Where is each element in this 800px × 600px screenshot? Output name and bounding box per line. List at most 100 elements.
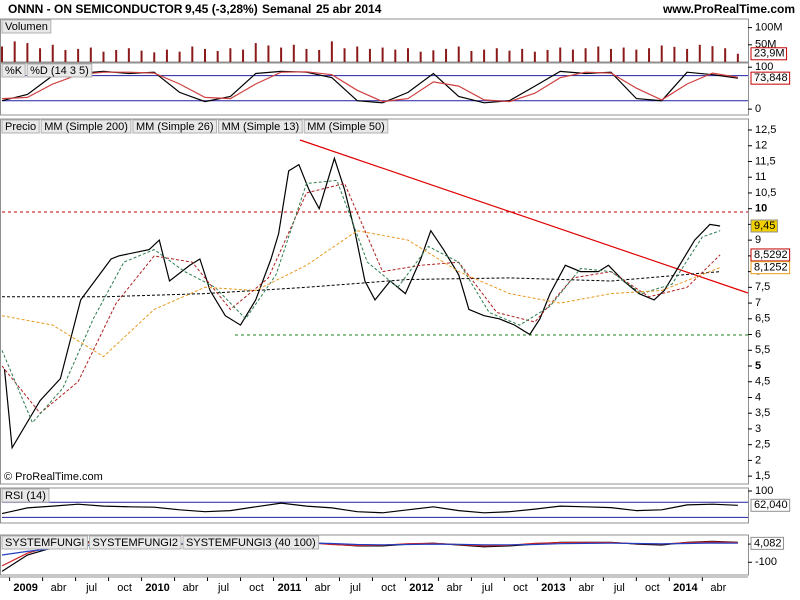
current-value-label: 23,9M [754,48,785,60]
x-tick-label: oct [381,582,396,594]
x-tick-label: abr [51,582,67,594]
x-tick-label: 2014 [673,582,698,594]
change: 9,45 (-3,28%) [185,2,258,16]
volume-bar [343,48,346,62]
series-line [3,156,721,450]
y-tick-label: 7 [755,297,761,309]
volume-bar [229,48,232,62]
y-tick-label: 100 [755,61,773,73]
volume-bar [178,51,181,62]
legend-label: Precio [5,121,36,133]
volume-bar [648,48,651,62]
volume-bar [622,47,625,62]
volume-bar [406,48,409,62]
y-tick-label: 2 [755,454,761,466]
x-tick-label: jul [613,582,625,594]
x-tick-label: abr [315,582,331,594]
x-tick-label: 2009 [13,582,37,594]
legend-box [1,119,40,134]
series-line [2,271,721,298]
volume-bar [242,49,245,62]
y-tick-label: 5 [755,360,761,372]
legend-box [182,535,320,550]
panel-frame [0,534,749,576]
date: 25 abr 2014 [316,2,382,16]
legend-label: %D (14 3 5) [30,65,89,77]
period: Semanal [262,2,311,16]
volume-bar [609,48,612,62]
volume-bar [356,46,359,62]
volume-bar [102,51,105,62]
legend-label: MM (Simple 26) [136,121,214,133]
volume-bar [571,49,574,62]
panel-frame [0,62,749,116]
volume-bar [115,49,118,62]
y-tick-label: 4,5 [755,376,770,388]
x-tick-label: 2013 [541,582,565,594]
y-tick-label: 6,5 [755,313,770,325]
current-value-label: 4,082 [754,537,782,549]
x-tick-label: abr [578,582,594,594]
x-tick-label: abr [183,582,199,594]
volume-bar [635,49,638,62]
volume-bar [216,50,219,62]
x-tick-label: 2012 [409,582,433,594]
series-line [1,70,738,104]
x-tick-label: jul [349,582,361,594]
y-tick-label: 11 [755,171,766,183]
x-tick-label: jul [217,582,229,594]
current-value-box [750,498,791,512]
volume-bar [724,48,727,62]
y-tick-label: 12 [755,140,767,152]
volume-bar [432,50,435,62]
volume-bar [26,43,29,62]
x-tick-label: jul [481,582,493,594]
series-line [1,502,738,515]
volume-bar [381,47,384,62]
current-value-box [750,248,791,262]
current-value-box [750,71,791,85]
volume-bar [660,45,663,62]
volume-bar [673,46,676,62]
legend-box [40,119,132,134]
legend-box [1,488,50,503]
y-tick-label: 7,5 [755,281,770,293]
volume-bar [280,47,283,62]
copyright: © ProRealTime.com [4,471,103,483]
y-tick-label: 1,5 [755,470,770,482]
volume-bar [559,47,562,62]
volume-bar [77,48,80,62]
volume-bar [64,49,67,62]
legend-label: SYSTEMFUNGI2 [92,537,178,549]
current-value-box [750,47,788,61]
y-tick-label: -100 [755,556,777,568]
symbol: ONNN - ON SEMICONDUCTOR [8,2,183,16]
legend-label: MM (Simple 13) [222,121,300,133]
volume-bar [51,44,54,62]
y-tick-label: 0 [755,103,761,115]
current-value-box [750,536,785,550]
y-tick-label: 10 [755,203,767,215]
volume-bar [546,49,549,62]
volume-bar [698,44,701,62]
legend-box [26,63,93,78]
volume-bar [584,48,587,62]
x-tick-label: jul [85,582,97,594]
volume-bar [419,51,422,62]
legend-box [1,19,52,34]
y-tick-label: 100 [755,485,773,497]
x-tick-label: oct [117,582,132,594]
current-value-label: 8,1252 [754,262,788,274]
panel-frame [0,18,749,63]
legend-label: RSI (14) [5,490,46,502]
y-tick-label: 3 [755,423,761,435]
x-tick-label: abr [446,582,462,594]
volume-bar [305,48,308,62]
y-tick-label: 11,5 [755,155,776,167]
legend-box [132,119,218,134]
y-tick-label: 5,5 [755,344,770,356]
volume-bar [495,48,498,62]
legend-box [1,63,26,78]
y-tick-label: 10,5 [755,187,776,199]
